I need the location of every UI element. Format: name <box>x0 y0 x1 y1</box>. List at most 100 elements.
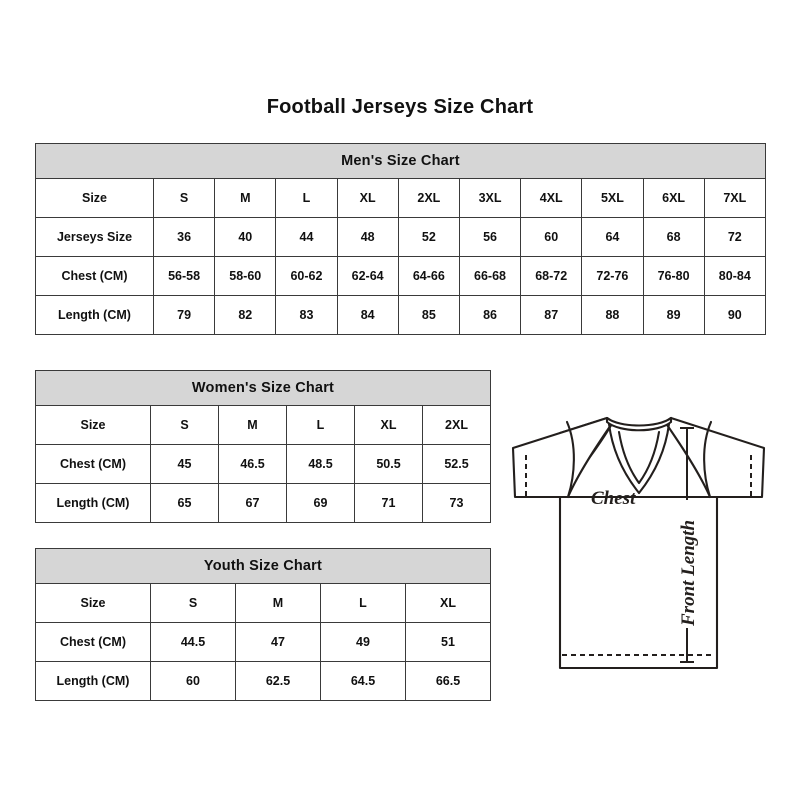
youth-size-cell: L <box>320 583 406 623</box>
mens-size-cell: 6XL <box>642 178 705 218</box>
womens-label-header: Size <box>35 405 151 445</box>
mens-row-label: Length (CM) <box>35 295 154 335</box>
mens-data-cell: 62-64 <box>336 256 399 296</box>
mens-data-cell: 84 <box>336 295 399 335</box>
womens-size-cell: M <box>218 405 287 445</box>
mens-data-cell: 85 <box>397 295 460 335</box>
mens-data-cell: 58-60 <box>214 256 277 296</box>
mens-size-table: Men's Size Chart Size S M L XL 2XL 3XL 4… <box>35 143 766 335</box>
mens-data-cell: 52 <box>397 217 460 257</box>
mens-size-header-row: Size S M L XL 2XL 3XL 4XL 5XL 6XL 7XL <box>35 178 766 218</box>
mens-size-cell: S <box>152 178 216 218</box>
mens-data-cell: 56 <box>458 217 522 257</box>
jersey-vneck-inner <box>617 430 661 485</box>
mens-data-cell: 36 <box>152 217 216 257</box>
youth-row-label: Length (CM) <box>35 661 151 701</box>
jersey-diagram: Chest Front Length <box>495 400 780 695</box>
youth-size-table: Youth Size Chart Size S M L XL Chest (CM… <box>35 548 491 701</box>
womens-size-cell: XL <box>354 405 423 445</box>
mens-size-cell: XL <box>336 178 399 218</box>
mens-data-cell: 40 <box>214 217 277 257</box>
youth-size-header-row: Size S M L XL <box>35 583 491 623</box>
womens-data-cell: 71 <box>354 483 423 523</box>
table-row: Length (CM) 79 82 83 84 85 86 87 88 89 9… <box>35 295 766 335</box>
womens-table-title: Women's Size Chart <box>35 370 491 406</box>
youth-label-header: Size <box>35 583 151 623</box>
womens-data-cell: 69 <box>286 483 355 523</box>
jersey-collar-band <box>605 416 673 432</box>
womens-table-title-row: Women's Size Chart <box>35 370 491 406</box>
mens-data-cell: 76-80 <box>642 256 705 296</box>
youth-size-cell: XL <box>405 583 491 623</box>
mens-data-cell: 88 <box>581 295 644 335</box>
chest-measurement-label: Chest <box>591 488 636 509</box>
table-row: Chest (CM) 56-58 58-60 60-62 62-64 64-66… <box>35 256 766 296</box>
womens-size-cell: 2XL <box>422 405 491 445</box>
youth-data-cell: 60 <box>150 661 236 701</box>
mens-data-cell: 68 <box>642 217 705 257</box>
womens-size-header-row: Size S M L XL 2XL <box>35 405 491 445</box>
table-row: Jerseys Size 36 40 44 48 52 56 60 64 68 … <box>35 217 766 257</box>
mens-data-cell: 60-62 <box>275 256 338 296</box>
mens-data-cell: 83 <box>275 295 338 335</box>
mens-table-title: Men's Size Chart <box>35 143 766 179</box>
womens-size-table: Women's Size Chart Size S M L XL 2XL Che… <box>35 370 491 523</box>
youth-size-cell: M <box>235 583 321 623</box>
youth-data-cell: 64.5 <box>320 661 406 701</box>
jersey-left-sleeve-panel <box>511 416 615 499</box>
table-row: Length (CM) 60 62.5 64.5 66.5 <box>35 661 491 701</box>
youth-data-cell: 66.5 <box>405 661 491 701</box>
youth-row-label: Chest (CM) <box>35 622 151 662</box>
womens-size-cell: L <box>286 405 355 445</box>
mens-table-title-row: Men's Size Chart <box>35 143 766 179</box>
mens-size-cell: 5XL <box>581 178 644 218</box>
youth-data-cell: 47 <box>235 622 321 662</box>
jersey-right-sleeve-panel <box>663 416 766 499</box>
youth-data-cell: 49 <box>320 622 406 662</box>
womens-data-cell: 48.5 <box>286 444 355 484</box>
mens-data-cell: 79 <box>152 295 216 335</box>
jersey-right-armhole-seam <box>703 420 713 499</box>
womens-data-cell: 50.5 <box>354 444 423 484</box>
mens-data-cell: 44 <box>275 217 338 257</box>
mens-data-cell: 82 <box>214 295 277 335</box>
jersey-left-armhole-seam <box>565 420 575 499</box>
page-title: Football Jerseys Size Chart <box>266 96 534 118</box>
mens-data-cell: 64-66 <box>397 256 460 296</box>
jersey-vneck-outer <box>607 422 671 495</box>
youth-data-cell: 44.5 <box>150 622 236 662</box>
mens-data-cell: 68-72 <box>520 256 583 296</box>
mens-size-cell: 7XL <box>703 178 766 218</box>
mens-data-cell: 80-84 <box>703 256 766 296</box>
womens-row-label: Chest (CM) <box>35 444 151 484</box>
mens-size-cell: 3XL <box>458 178 522 218</box>
mens-row-label: Chest (CM) <box>35 256 154 296</box>
womens-data-cell: 52.5 <box>422 444 491 484</box>
mens-size-cell: L <box>275 178 338 218</box>
youth-size-cell: S <box>150 583 236 623</box>
table-row: Chest (CM) 45 46.5 48.5 50.5 52.5 <box>35 444 491 484</box>
mens-label-header: Size <box>35 178 154 218</box>
front-length-measurement-label: Front Length <box>678 520 699 627</box>
mens-data-cell: 60 <box>520 217 583 257</box>
mens-data-cell: 64 <box>581 217 644 257</box>
youth-table-title-row: Youth Size Chart <box>35 548 491 584</box>
mens-data-cell: 72 <box>703 217 766 257</box>
mens-data-cell: 66-68 <box>458 256 522 296</box>
womens-data-cell: 45 <box>150 444 219 484</box>
table-row: Length (CM) 65 67 69 71 73 <box>35 483 491 523</box>
mens-size-cell: M <box>214 178 277 218</box>
womens-row-label: Length (CM) <box>35 483 151 523</box>
youth-data-cell: 51 <box>405 622 491 662</box>
mens-size-cell: 4XL <box>520 178 583 218</box>
youth-data-cell: 62.5 <box>235 661 321 701</box>
mens-data-cell: 89 <box>642 295 705 335</box>
womens-data-cell: 46.5 <box>218 444 287 484</box>
womens-size-cell: S <box>150 405 219 445</box>
youth-table-title: Youth Size Chart <box>35 548 491 584</box>
womens-data-cell: 65 <box>150 483 219 523</box>
mens-data-cell: 87 <box>520 295 583 335</box>
mens-data-cell: 48 <box>336 217 399 257</box>
mens-data-cell: 56-58 <box>152 256 216 296</box>
mens-size-cell: 2XL <box>397 178 460 218</box>
